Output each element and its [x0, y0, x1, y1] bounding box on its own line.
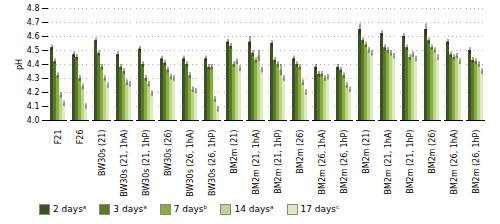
svg-text:F26: F26 [76, 130, 85, 145]
svg-text:BM2m (26): BM2m (26) [428, 130, 437, 174]
html-text:2 daysᵃ: 2 daysᵃ [53, 204, 87, 214]
svg-text:BM2m (26, 1hP): BM2m (26, 1hP) [340, 130, 349, 194]
svg-text:BW30s (26, 1hP): BW30s (26, 1hP) [208, 130, 217, 197]
svg-text:BW30s (21, 1hP): BW30s (21, 1hP) [142, 130, 151, 197]
svg-text:BM2m (21, 1hA): BM2m (21, 1hA) [384, 130, 393, 195]
svg-text:BM2m (26, 1hP): BM2m (26, 1hP) [472, 130, 481, 194]
svg-text:BM2m (21, 1hA): BM2m (21, 1hA) [252, 130, 261, 195]
svg-text:4.0: 4.0 [27, 116, 40, 125]
svg-text:BM2m (21, 1hP): BM2m (21, 1hP) [274, 130, 283, 194]
html-text:7 daysᵇ: 7 daysᵇ [173, 204, 208, 214]
html-text:17 daysᶜ: 17 daysᶜ [300, 204, 340, 214]
html-text:3 daysᵃ: 3 daysᵃ [113, 204, 147, 214]
svg-text:4.6: 4.6 [27, 32, 40, 41]
svg-text:4.7: 4.7 [27, 18, 40, 27]
svg-text:4.5: 4.5 [27, 46, 40, 55]
svg-text:BM2m (21, 1hP): BM2m (21, 1hP) [406, 130, 415, 194]
svg-text:4.2: 4.2 [27, 88, 40, 97]
svg-text:BW30s (21, 1hA): BW30s (21, 1hA) [120, 130, 129, 197]
svg-text:pH: pH [15, 59, 24, 70]
svg-text:BW30s (21): BW30s (21) [98, 130, 107, 176]
svg-text:BM2m (26): BM2m (26) [296, 130, 305, 174]
svg-text:4.1: 4.1 [27, 102, 40, 111]
svg-text:BM2m (21): BM2m (21) [230, 130, 239, 174]
svg-text:BM2m (26, 1hA): BM2m (26, 1hA) [450, 130, 459, 195]
svg-text:BM2m (26, 1hA): BM2m (26, 1hA) [318, 130, 327, 195]
svg-text:4.4: 4.4 [27, 60, 40, 69]
svg-text:F21: F21 [54, 130, 63, 145]
svg-text:BM2m (21): BM2m (21) [362, 130, 371, 174]
html-text:14 daysᵃ: 14 daysᵃ [234, 204, 274, 214]
svg-text:BW30s (26): BW30s (26) [164, 130, 173, 176]
svg-text:4.8: 4.8 [27, 4, 40, 13]
svg-text:4.3: 4.3 [27, 74, 40, 83]
svg-text:BW30s (26, 1hA): BW30s (26, 1hA) [186, 130, 195, 197]
